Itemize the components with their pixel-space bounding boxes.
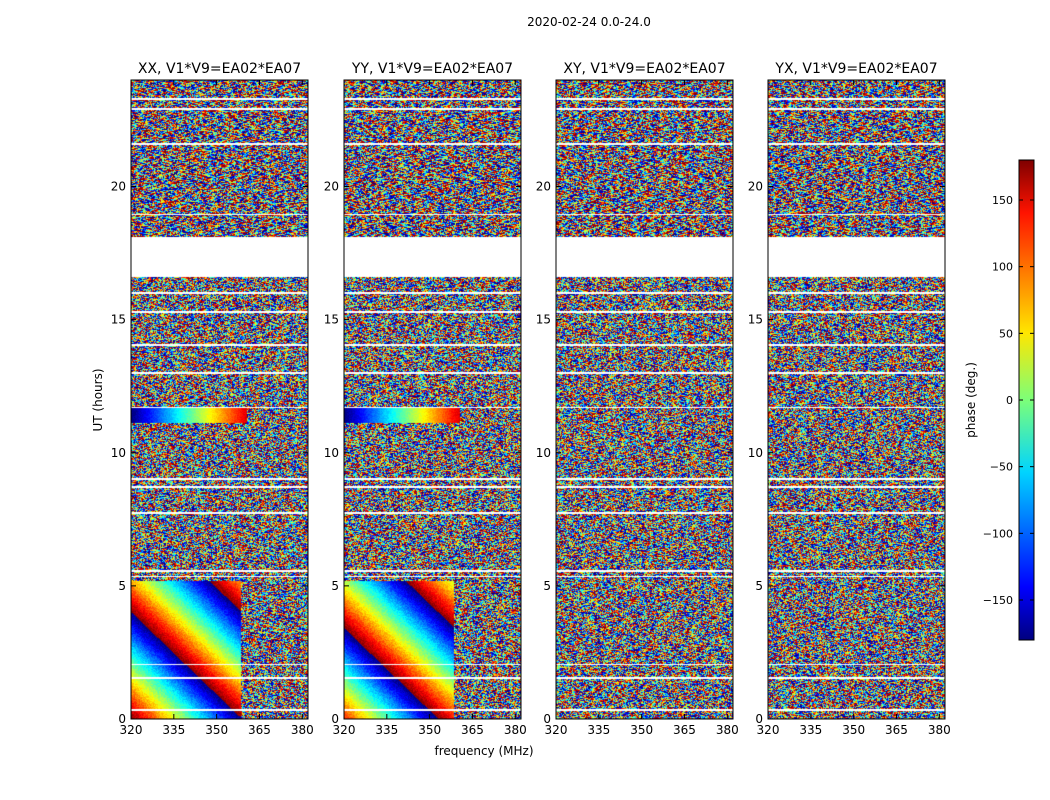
y-tick-label: 10 <box>324 446 339 460</box>
colorbar-tick-label: 100 <box>992 261 1013 274</box>
panel-title: YX, V1*V9=EA02*EA07 <box>774 61 937 77</box>
colorbar-tick-label: 150 <box>992 194 1013 207</box>
y-tick-label: 10 <box>748 446 763 460</box>
y-axis-label: UT (hours) <box>91 368 105 431</box>
x-tick-label: 365 <box>673 723 696 737</box>
x-tick-label: 365 <box>248 723 271 737</box>
x-tick-label: 380 <box>291 723 314 737</box>
y-tick-label: 15 <box>324 313 339 327</box>
y-tick-label: 15 <box>748 313 763 327</box>
y-tick-label: 5 <box>755 579 763 593</box>
y-tick-label: 20 <box>536 180 551 194</box>
x-tick-label: 320 <box>757 723 780 737</box>
panel-title: XY, V1*V9=EA02*EA07 <box>563 61 725 77</box>
colorbar-tick-label: −150 <box>983 594 1013 607</box>
panel-title: XX, V1*V9=EA02*EA07 <box>138 61 301 77</box>
phase-raster-yx <box>768 80 945 719</box>
x-tick-label: 380 <box>928 723 951 737</box>
colorbar-label: phase (deg.) <box>964 362 978 438</box>
panels: XX, V1*V9=EA02*EA07 320 335 350 365 380 0 5 10 15… <box>111 61 951 737</box>
x-tick-label: 335 <box>587 723 610 737</box>
panel-frame <box>343 79 522 720</box>
y-tick-label: 10 <box>536 446 551 460</box>
x-tick-label: 350 <box>418 723 441 737</box>
y-tick-label: 0 <box>543 712 551 726</box>
x-tick-label: 350 <box>205 723 228 737</box>
x-tick-label: 335 <box>375 723 398 737</box>
x-tick-label: 335 <box>799 723 822 737</box>
panel-frame <box>767 79 946 720</box>
x-tick-label: 335 <box>162 723 185 737</box>
colorbar-tick-label: 0 <box>1006 394 1013 407</box>
panel-yy: YY, V1*V9=EA02*EA07 320 335 350 365 380 0 5 10 15… <box>324 61 527 737</box>
panel-xy: XY, V1*V9=EA02*EA07 320 335 350 365 380 0 5 10 15… <box>536 61 739 737</box>
x-tick-label: 350 <box>630 723 653 737</box>
colorbar-tick-label: −100 <box>983 527 1013 540</box>
x-tick-label: 320 <box>120 723 143 737</box>
x-tick-label: 380 <box>716 723 739 737</box>
y-tick-label: 5 <box>331 579 339 593</box>
phase-raster-xy <box>556 80 733 719</box>
y-tick-label: 15 <box>111 313 126 327</box>
phase-raster-yy <box>344 80 521 719</box>
panel-frame <box>555 79 734 720</box>
x-tick-label: 365 <box>885 723 908 737</box>
y-tick-label: 5 <box>543 579 551 593</box>
panel-title: YY, V1*V9=EA02*EA07 <box>351 61 513 77</box>
y-tick-label: 20 <box>324 180 339 194</box>
colorbar-ticks: 150 100 50 0 −50 −100 −150 <box>983 194 1034 607</box>
y-tick-label: 0 <box>118 712 126 726</box>
y-tick-label: 10 <box>111 446 126 460</box>
x-tick-label: 380 <box>504 723 527 737</box>
y-tick-label: 5 <box>118 579 126 593</box>
y-tick-label: 0 <box>755 712 763 726</box>
x-tick-label: 320 <box>545 723 568 737</box>
colorbar-tick-label: −50 <box>990 461 1013 474</box>
x-tick-label: 320 <box>333 723 356 737</box>
y-tick-label: 20 <box>111 180 126 194</box>
panel-yx: YX, V1*V9=EA02*EA07 320 335 350 365 380 0 5 10 15… <box>748 61 951 737</box>
panel-frame <box>130 79 309 720</box>
y-tick-label: 20 <box>748 180 763 194</box>
panel-xx: XX, V1*V9=EA02*EA07 320 335 350 365 380 0 5 10 15… <box>111 61 314 737</box>
colorbar: 150 100 50 0 −50 −100 −150 phase (deg.) <box>964 159 1035 641</box>
y-tick-label: 15 <box>536 313 551 327</box>
x-tick-label: 350 <box>842 723 865 737</box>
y-tick-label: 0 <box>331 712 339 726</box>
x-axis-label: frequency (MHz) <box>434 744 533 758</box>
x-tick-label: 365 <box>461 723 484 737</box>
phase-raster-xx <box>131 80 308 719</box>
colorbar-tick-label: 50 <box>999 327 1013 340</box>
figure-suptitle: 2020-02-24 0.0-24.0 <box>527 15 651 29</box>
